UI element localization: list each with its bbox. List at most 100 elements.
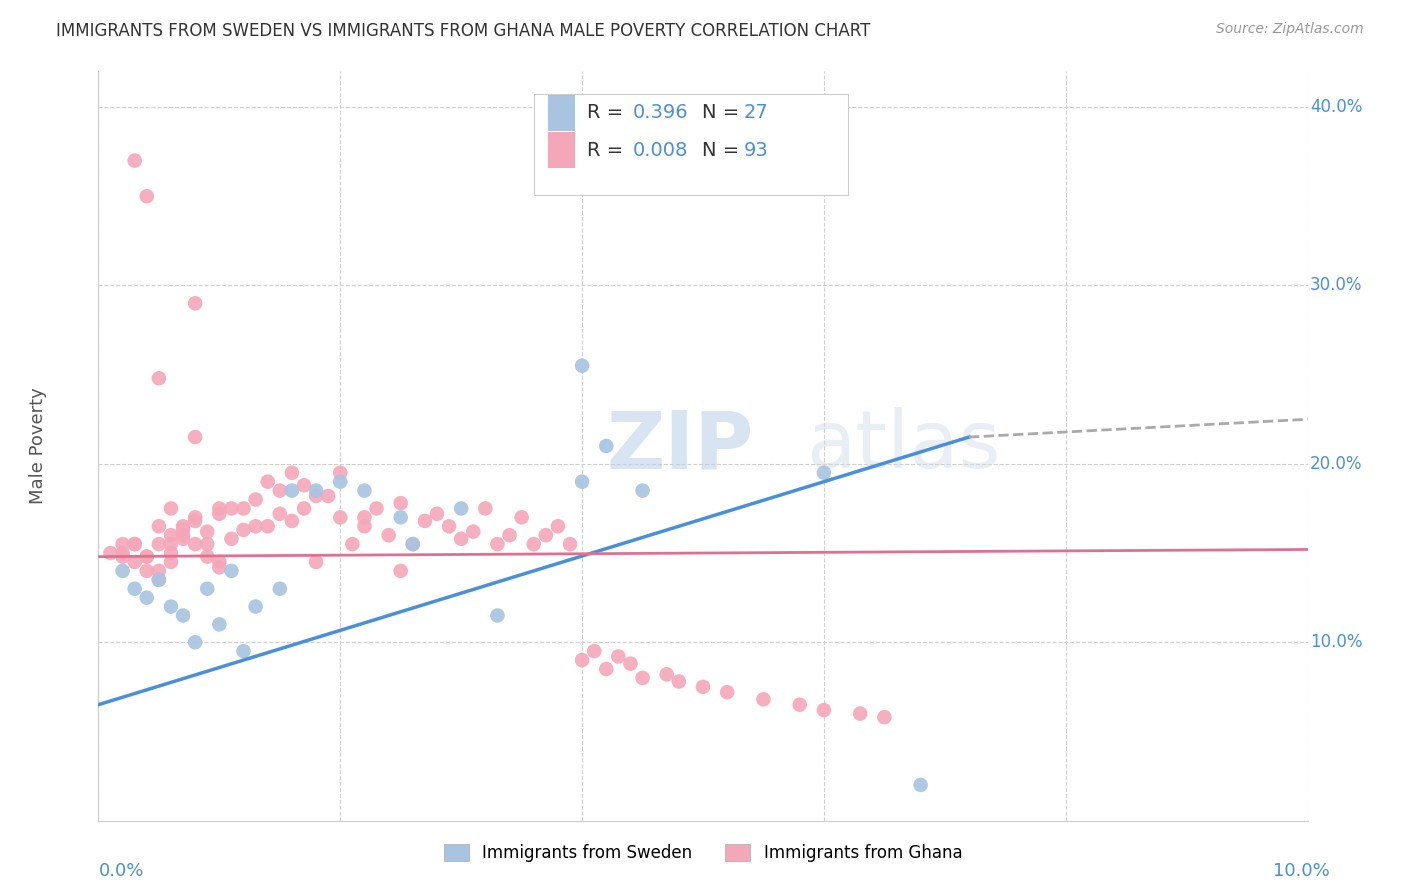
Point	[595, 439, 617, 453]
Point	[474, 501, 496, 516]
FancyBboxPatch shape	[548, 95, 575, 130]
Point	[184, 635, 207, 649]
Point	[329, 466, 352, 480]
Point	[135, 549, 157, 564]
Point	[498, 528, 520, 542]
Point	[135, 564, 157, 578]
Point	[426, 507, 449, 521]
Point	[413, 514, 436, 528]
Point	[184, 430, 207, 444]
Point	[402, 537, 425, 551]
Point	[353, 519, 375, 533]
Point	[124, 537, 146, 551]
Point	[148, 573, 170, 587]
Point	[450, 532, 472, 546]
Legend: Immigrants from Sweden, Immigrants from Ghana: Immigrants from Sweden, Immigrants from …	[437, 837, 969, 869]
Point	[486, 608, 509, 623]
Point	[329, 510, 352, 524]
Point	[148, 537, 170, 551]
Point	[135, 189, 157, 203]
Point	[631, 671, 654, 685]
Point	[111, 537, 134, 551]
Point	[813, 703, 835, 717]
Point	[172, 608, 194, 623]
Point	[195, 582, 218, 596]
Point	[366, 501, 388, 516]
Point	[813, 466, 835, 480]
Text: atlas: atlas	[806, 407, 1000, 485]
Point	[148, 371, 170, 385]
Point	[316, 489, 339, 503]
Point	[389, 564, 412, 578]
Point	[184, 510, 207, 524]
Text: 30.0%: 30.0%	[1310, 277, 1362, 294]
Point	[329, 475, 352, 489]
Point	[184, 537, 207, 551]
Point	[245, 492, 267, 507]
Point	[195, 524, 218, 539]
Point	[281, 514, 304, 528]
Point	[184, 296, 207, 310]
Point	[305, 555, 328, 569]
Point	[269, 507, 291, 521]
Point	[160, 599, 183, 614]
Point	[631, 483, 654, 498]
Point	[450, 501, 472, 516]
Point	[619, 657, 641, 671]
Point	[160, 546, 183, 560]
FancyBboxPatch shape	[534, 94, 848, 195]
Point	[160, 528, 183, 542]
Point	[232, 523, 254, 537]
Point	[135, 549, 157, 564]
Point	[607, 649, 630, 664]
Point	[172, 523, 194, 537]
Text: R =: R =	[586, 141, 630, 160]
Text: N =: N =	[702, 103, 745, 122]
Point	[160, 501, 183, 516]
Text: Source: ZipAtlas.com: Source: ZipAtlas.com	[1216, 22, 1364, 37]
Point	[148, 564, 170, 578]
Point	[583, 644, 606, 658]
Point	[221, 501, 243, 516]
Point	[353, 483, 375, 498]
Point	[124, 537, 146, 551]
Text: 40.0%: 40.0%	[1310, 98, 1362, 116]
Point	[752, 692, 775, 706]
Point	[208, 555, 231, 569]
FancyBboxPatch shape	[548, 132, 575, 168]
Point	[910, 778, 932, 792]
Text: Male Poverty: Male Poverty	[30, 388, 46, 504]
Point	[111, 549, 134, 564]
Text: N =: N =	[702, 141, 745, 160]
Point	[245, 519, 267, 533]
Point	[208, 507, 231, 521]
Point	[160, 537, 183, 551]
Point	[558, 537, 581, 551]
Point	[281, 466, 304, 480]
Point	[389, 510, 412, 524]
Point	[184, 514, 207, 528]
Point	[269, 483, 291, 498]
Point	[655, 667, 678, 681]
Point	[256, 475, 278, 489]
Point	[269, 582, 291, 596]
Point	[172, 519, 194, 533]
Point	[208, 560, 231, 574]
Point	[305, 489, 328, 503]
Point	[849, 706, 872, 721]
Point	[135, 591, 157, 605]
Point	[232, 501, 254, 516]
Point	[256, 519, 278, 533]
Point	[292, 501, 315, 516]
Point	[148, 573, 170, 587]
Point	[172, 532, 194, 546]
Point	[523, 537, 546, 551]
Point	[595, 662, 617, 676]
Point	[873, 710, 896, 724]
Point	[124, 153, 146, 168]
Point	[245, 599, 267, 614]
Point	[292, 478, 315, 492]
Point	[402, 537, 425, 551]
Point	[195, 537, 218, 551]
Point	[668, 674, 690, 689]
